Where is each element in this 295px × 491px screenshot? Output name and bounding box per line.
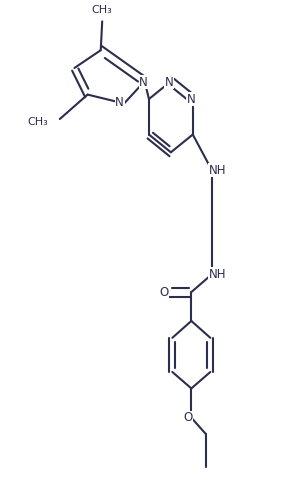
- Text: N: N: [165, 76, 174, 89]
- Text: NH: NH: [209, 268, 226, 281]
- Text: CH₃: CH₃: [92, 5, 113, 15]
- Text: N: N: [115, 96, 124, 109]
- Text: O: O: [183, 411, 192, 424]
- Text: N: N: [187, 92, 196, 106]
- Text: CH₃: CH₃: [27, 117, 48, 127]
- Text: N: N: [139, 76, 148, 89]
- Text: O: O: [159, 286, 168, 299]
- Text: NH: NH: [209, 164, 226, 177]
